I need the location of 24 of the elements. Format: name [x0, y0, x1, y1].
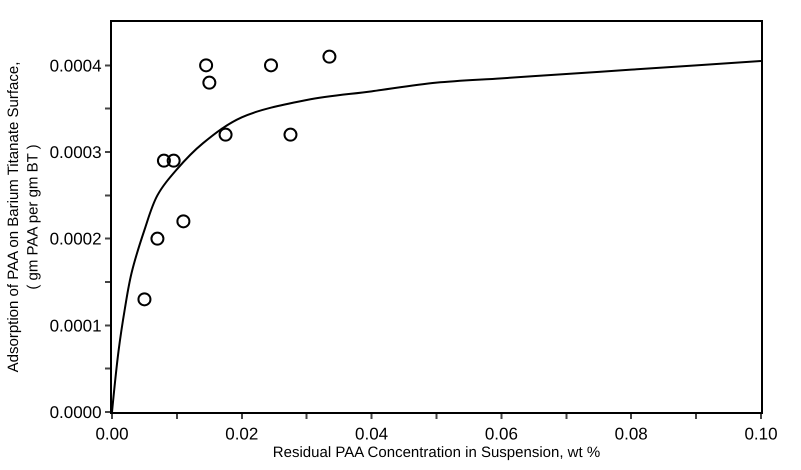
x-tick-label: 0.06	[484, 424, 518, 444]
point	[322, 50, 336, 64]
x-tick-label: 0.00	[95, 424, 129, 444]
point	[283, 128, 298, 142]
point	[264, 58, 278, 72]
x-tick-label: 0.08	[614, 424, 648, 444]
y-tick-label: 0.0003	[50, 142, 102, 162]
x-tick-label: 0.04	[355, 424, 388, 444]
point	[150, 232, 164, 246]
y-tick-label: 0.0001	[50, 316, 102, 336]
point	[199, 58, 214, 72]
y-axis-title: Adsorption of PAA on Barium Titanate Surface, ( gm PAA per gm BT )	[4, 62, 42, 372]
y-tick-label: 0.0004	[50, 56, 102, 76]
point	[137, 292, 152, 306]
x-axis-title: Residual PAA Concentration in Suspension, wt %	[272, 444, 600, 461]
point	[156, 154, 171, 168]
y-tick-label: 0.0000	[50, 402, 102, 422]
point	[202, 76, 216, 90]
x-tick-label: 0.02	[225, 424, 258, 444]
point	[176, 214, 190, 228]
y-tick-label: 0.0002	[50, 230, 102, 249]
point	[218, 128, 233, 142]
point	[166, 154, 181, 168]
x-tick-label: 0.10	[744, 424, 778, 444]
